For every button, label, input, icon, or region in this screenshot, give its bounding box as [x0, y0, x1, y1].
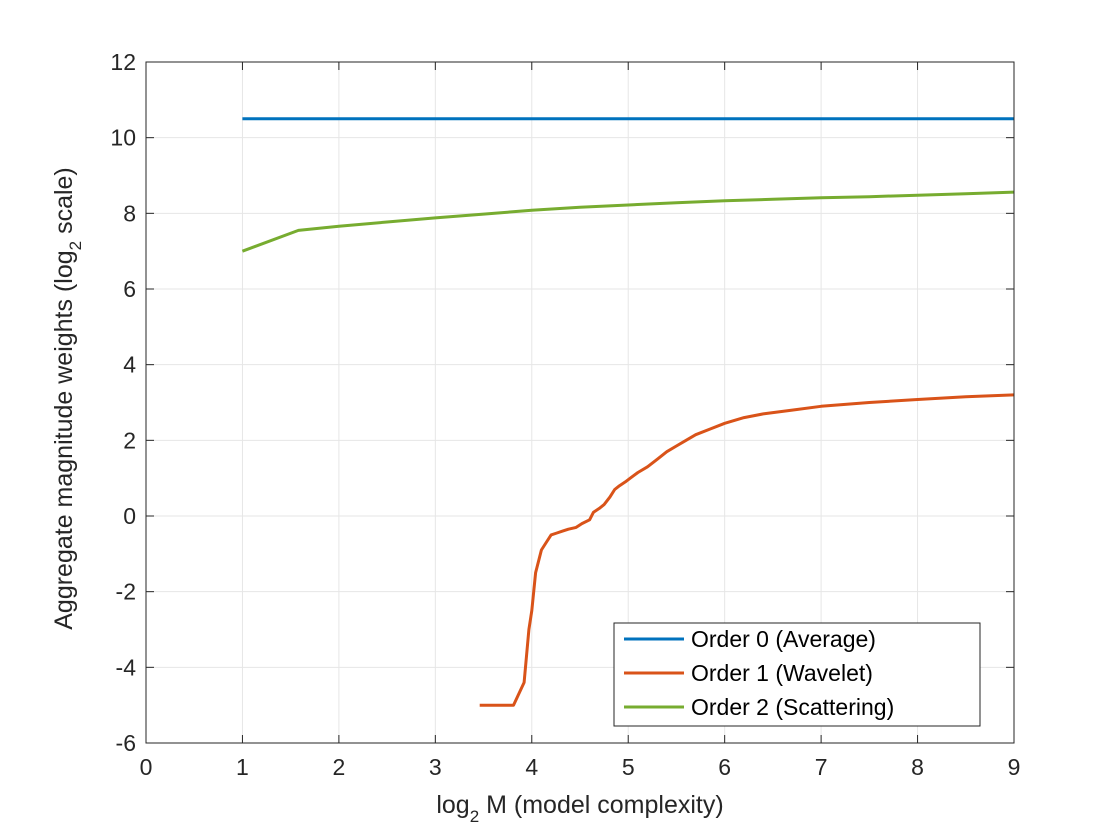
- x-tick-label: 3: [429, 754, 442, 780]
- x-tick-label: 5: [622, 754, 635, 780]
- y-axis-title: Aggregate magnitude weights (log2 scale): [50, 167, 85, 630]
- x-tick-label: 4: [525, 754, 538, 780]
- x-tick-label: 7: [815, 754, 828, 780]
- y-tick-label: 8: [123, 200, 136, 226]
- y-axis-title-subscript: 2: [66, 241, 85, 250]
- x-tick-label: 8: [911, 754, 924, 780]
- x-tick-label: 1: [236, 754, 249, 780]
- y-axis-title-pre: Aggregate magnitude weights (log: [50, 250, 78, 629]
- y-tick-label: 4: [123, 352, 136, 378]
- legend-label: Order 0 (Average): [691, 626, 876, 652]
- legend: Order 0 (Average) Order 1 (Wavelet) Order …: [613, 622, 981, 727]
- plot-lines: [241, 117, 1015, 707]
- y-axis-title-post: scale): [50, 167, 78, 241]
- x-tick-label: 6: [718, 754, 731, 780]
- x-tick-label: 0: [140, 754, 153, 780]
- y-tick-label: -6: [116, 730, 136, 756]
- y-tick-label: -4: [116, 654, 137, 680]
- legend-label: Order 2 (Scattering): [691, 694, 894, 720]
- x-axis-title-post: M (model complexity): [479, 791, 724, 819]
- y-tick-label: -2: [116, 579, 136, 605]
- x-axis-title: log2 M (model complexity): [436, 791, 723, 826]
- axes-box: [145, 61, 1015, 744]
- series-line-1: [479, 393, 1015, 707]
- x-tick-label: 9: [1008, 754, 1021, 780]
- y-tick-label: 12: [110, 49, 136, 75]
- y-tick-label: 0: [123, 503, 136, 529]
- y-tick-label: 6: [123, 276, 136, 302]
- y-tick-label: 10: [110, 125, 136, 151]
- legend-label: Order 1 (Wavelet): [691, 660, 873, 686]
- y-tick-label: 2: [123, 427, 136, 453]
- x-axis-title-subscript: 2: [470, 807, 479, 826]
- x-axis-title-pre: log: [436, 791, 469, 819]
- series-line-2: [241, 190, 1015, 253]
- x-tick-label: 2: [332, 754, 345, 780]
